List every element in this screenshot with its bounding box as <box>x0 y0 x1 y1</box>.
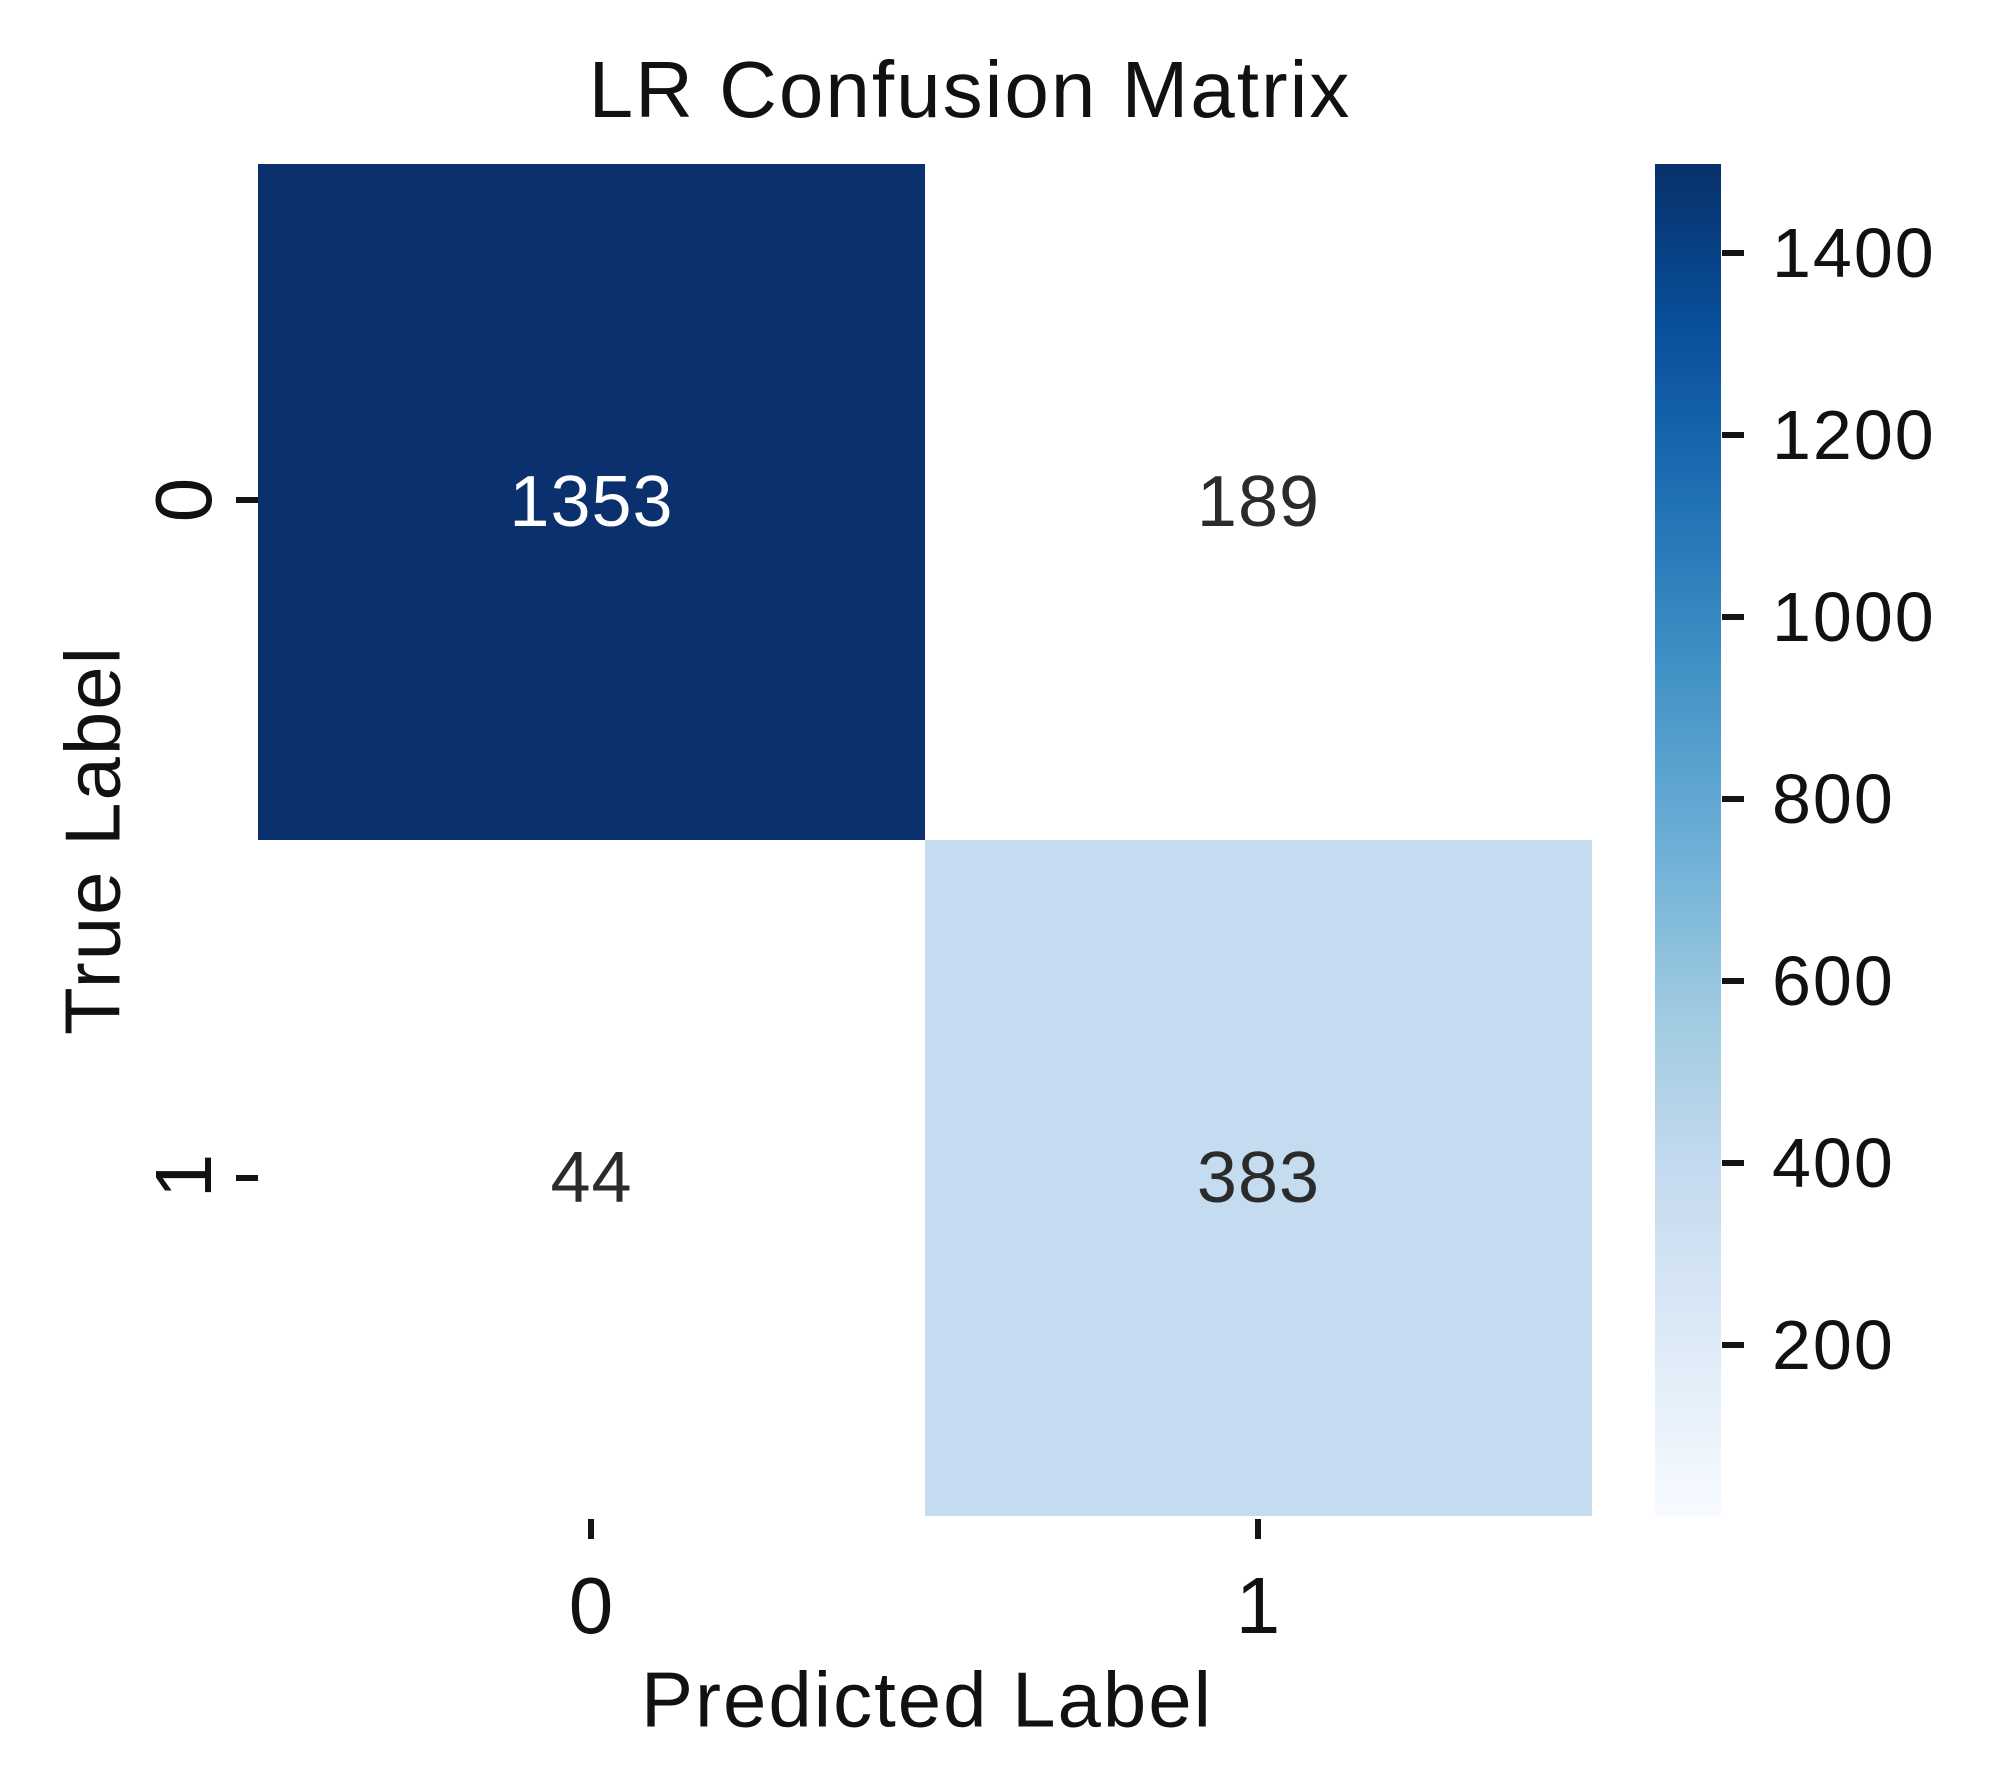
cell-value-true0-pred1: 189 <box>1196 462 1321 542</box>
colorbar-tick-label-800: 800 <box>1772 760 1895 838</box>
x-axis-tick-label-1: 1 <box>1235 1561 1281 1650</box>
y-axis-tick-label-1: 1 <box>139 1153 228 1199</box>
colorbar-tick-label-600: 600 <box>1772 942 1895 1020</box>
colorbar-tick-label-400: 400 <box>1772 1124 1895 1202</box>
y-axis-tick-mark-1 <box>236 1175 258 1181</box>
x-axis-title: Predicted Label <box>640 1655 1214 1744</box>
heatmap-cell-true0-pred1: 189 <box>925 164 1592 840</box>
colorbar-tick-label-1000: 1000 <box>1772 578 1936 656</box>
cell-value-true1-pred1: 383 <box>1196 1138 1321 1218</box>
x-axis-tick-mark-0 <box>588 1519 594 1539</box>
y-axis-tick-label-0: 0 <box>139 477 228 523</box>
heatmap-cell-true1-pred0: 44 <box>258 840 925 1516</box>
heatmap-cell-true0-pred0: 1353 <box>258 164 925 840</box>
colorbar-tick-mark-400 <box>1722 1160 1744 1166</box>
y-axis-title: True Label <box>48 644 137 1036</box>
colorbar-tick-label-1200: 1200 <box>1772 396 1936 474</box>
colorbar-tick-mark-1200 <box>1722 432 1744 438</box>
colorbar-tick-mark-200 <box>1722 1342 1744 1348</box>
x-axis-tick-mark-1 <box>1255 1519 1261 1539</box>
cell-value-true1-pred0: 44 <box>550 1138 633 1218</box>
x-axis-tick-label-0: 0 <box>568 1561 614 1650</box>
colorbar-tick-mark-600 <box>1722 978 1744 984</box>
cell-value-true0-pred0: 1353 <box>509 462 674 542</box>
colorbar-gradient <box>1655 164 1721 1517</box>
colorbar-tick-mark-800 <box>1722 796 1744 802</box>
colorbar-tick-mark-1400 <box>1722 250 1744 256</box>
heatmap-cell-true1-pred1: 383 <box>925 840 1592 1516</box>
colorbar-tick-label-200: 200 <box>1772 1306 1895 1384</box>
heatmap-grid: 1353 189 44 383 <box>258 164 1592 1516</box>
colorbar-tick-label-1400: 1400 <box>1772 214 1936 292</box>
y-axis-tick-mark-0 <box>236 497 258 503</box>
colorbar-tick-mark-1000 <box>1722 614 1744 620</box>
chart-title: LR Confusion Matrix <box>588 45 1352 134</box>
